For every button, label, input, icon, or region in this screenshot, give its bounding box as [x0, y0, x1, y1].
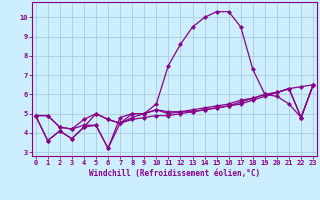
X-axis label: Windchill (Refroidissement éolien,°C): Windchill (Refroidissement éolien,°C): [89, 169, 260, 178]
